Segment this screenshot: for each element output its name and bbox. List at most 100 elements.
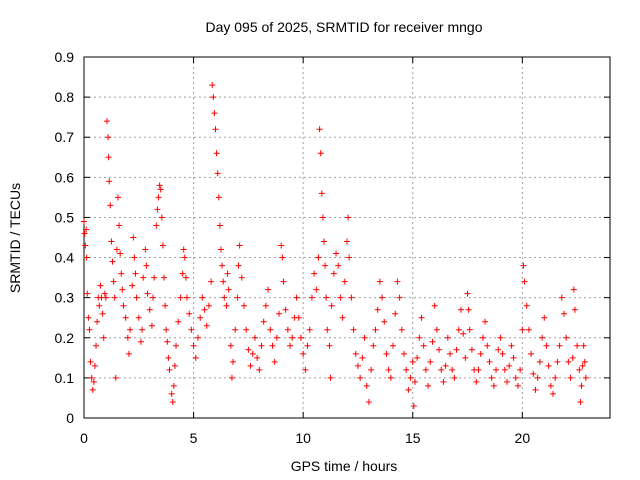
data-point <box>190 342 197 349</box>
data-point <box>407 374 414 381</box>
data-point <box>148 322 155 329</box>
chart-title: Day 095 of 2025, SRMTID for receiver mng… <box>205 19 482 35</box>
data-point <box>104 118 111 125</box>
data-point <box>320 238 327 245</box>
data-point <box>341 278 348 285</box>
data-point <box>558 294 565 301</box>
data-point <box>81 218 87 225</box>
data-point <box>153 222 160 229</box>
data-point <box>162 302 169 309</box>
data-point <box>83 254 90 261</box>
data-point <box>385 366 392 373</box>
data-point <box>219 262 226 269</box>
y-tick-label: 0.9 <box>55 49 75 65</box>
data-point <box>111 294 118 301</box>
data-point <box>368 366 375 373</box>
data-point <box>108 238 115 245</box>
data-point <box>330 270 337 277</box>
data-point <box>447 350 454 357</box>
data-point <box>117 250 124 257</box>
data-point <box>262 302 269 309</box>
data-point <box>376 278 383 285</box>
data-point <box>317 150 324 157</box>
data-point <box>576 366 583 373</box>
data-point <box>344 238 350 245</box>
data-point <box>289 334 296 341</box>
data-point <box>335 262 342 269</box>
data-point <box>525 326 532 333</box>
data-point <box>398 326 405 333</box>
data-point <box>580 342 587 349</box>
data-point <box>337 294 344 301</box>
data-point <box>116 222 123 229</box>
data-point <box>273 334 280 341</box>
data-point <box>224 270 231 277</box>
y-tick-label: 0.4 <box>55 250 75 266</box>
data-point <box>258 342 265 349</box>
data-point <box>565 358 572 365</box>
data-point <box>228 374 235 381</box>
data-point <box>547 382 554 389</box>
data-point <box>146 306 153 313</box>
x-tick-label: 20 <box>515 430 531 446</box>
data-point <box>363 382 370 389</box>
data-point <box>282 306 289 313</box>
data-point <box>101 290 108 297</box>
data-point <box>534 374 541 381</box>
data-point <box>205 302 212 309</box>
data-point <box>545 362 552 369</box>
data-point <box>563 334 570 341</box>
data-point <box>403 366 410 373</box>
plot-frame <box>83 56 611 419</box>
data-point <box>81 230 88 237</box>
grid <box>84 57 610 418</box>
data-point <box>345 214 352 221</box>
data-point <box>411 378 418 385</box>
data-point <box>89 386 96 393</box>
data-point <box>99 310 106 317</box>
data-point <box>570 286 577 293</box>
data-point <box>214 170 221 177</box>
data-point <box>339 314 346 321</box>
data-point <box>102 294 109 301</box>
data-point <box>279 254 286 261</box>
data-point <box>420 342 427 349</box>
data-point <box>267 326 274 333</box>
data-point <box>520 262 527 269</box>
data-point <box>346 254 353 261</box>
x-tick-labels: 0 5 10 15 20 <box>80 430 530 446</box>
data-point <box>490 382 497 389</box>
data-point <box>86 326 93 333</box>
data-point <box>243 326 250 333</box>
data-point <box>171 362 178 369</box>
data-point <box>166 366 173 373</box>
x-tick-label: 15 <box>405 430 421 446</box>
data-point <box>125 350 132 357</box>
data-point <box>449 366 456 373</box>
data-point <box>451 374 458 381</box>
data-point <box>318 190 325 197</box>
data-point <box>438 366 445 373</box>
data-point <box>245 346 252 353</box>
data-point <box>107 202 114 209</box>
data-point <box>581 358 588 365</box>
data-point <box>514 382 521 389</box>
data-point <box>170 382 177 389</box>
data-point <box>370 342 377 349</box>
data-point <box>234 294 241 301</box>
data-point <box>414 354 421 361</box>
data-point <box>532 386 539 393</box>
data-point <box>137 338 144 345</box>
data-point <box>215 194 222 201</box>
data-point <box>85 314 92 321</box>
data-point <box>425 382 432 389</box>
data-point <box>365 398 372 405</box>
y-tick-label: 0.6 <box>55 169 75 185</box>
data-point <box>410 402 417 409</box>
data-point <box>188 326 195 333</box>
data-point <box>220 278 227 285</box>
data-point <box>271 358 278 365</box>
data-point <box>416 334 423 341</box>
data-point <box>154 206 161 213</box>
data-point <box>400 350 407 357</box>
